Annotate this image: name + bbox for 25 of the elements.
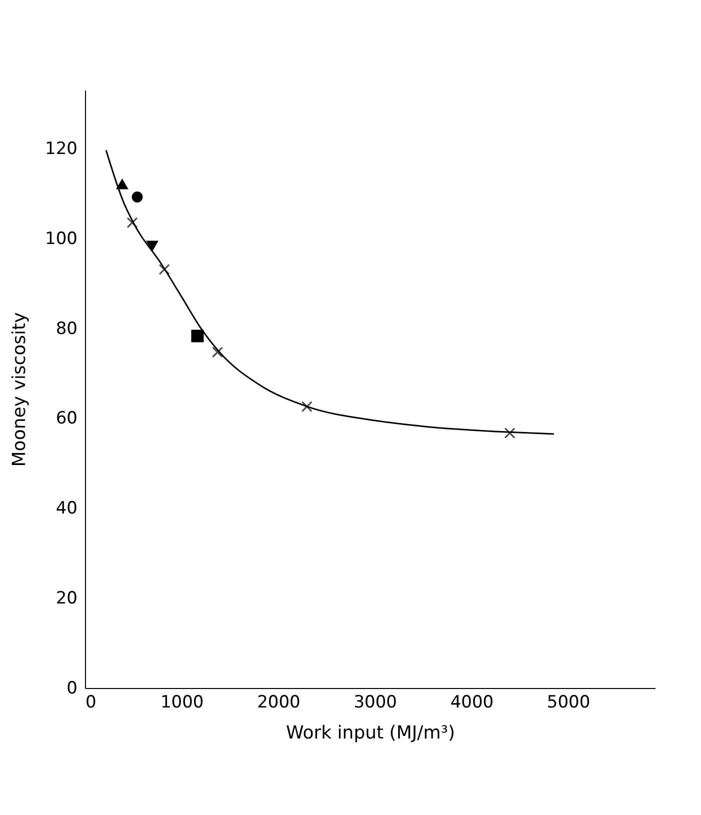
y-tick-label: 60	[56, 408, 78, 429]
y-tick-label: 80	[56, 318, 78, 339]
point	[116, 180, 128, 190]
x-tick-label: 0	[86, 692, 96, 712]
x-axis-title: Work input (MJ/m³)	[286, 722, 456, 744]
y-tick-label: 40	[56, 498, 78, 519]
point	[132, 192, 143, 202]
y-tick-label: 20	[56, 588, 78, 609]
x-tick-label: 3000	[354, 692, 397, 712]
y-tick-label: 100	[45, 228, 78, 249]
x-tick-label: 5000	[546, 692, 590, 712]
point	[504, 428, 516, 439]
point	[191, 330, 204, 342]
y-axis-title: Mooney viscosity	[9, 312, 30, 467]
point	[158, 264, 170, 275]
point	[126, 217, 138, 228]
point	[301, 400, 312, 412]
y-tick-label: 120	[45, 138, 78, 159]
x-tick-label: 2000	[257, 692, 300, 712]
x-tick-label: 4000	[450, 692, 494, 712]
line-series	[105, 150, 555, 435]
x-tick-label: 1000	[160, 692, 204, 712]
y-tick-label: 0	[66, 678, 78, 698]
point	[146, 240, 158, 250]
point	[212, 346, 224, 358]
